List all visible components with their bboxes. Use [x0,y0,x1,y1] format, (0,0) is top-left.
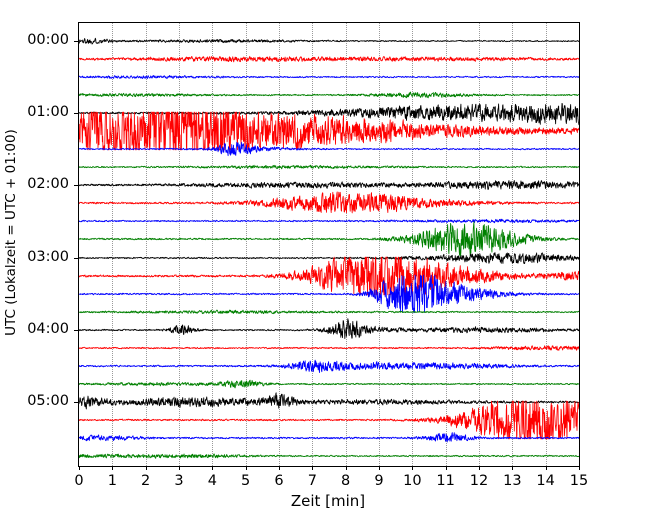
x-tick [412,466,414,470]
seismogram-trace [79,57,579,97]
x-axis-label: Zeit [min] [290,492,366,510]
y-tick-label: 05:00 [27,392,69,409]
y-tick-label: 02:00 [27,176,69,193]
x-tick [379,466,380,470]
x-tick [179,466,180,470]
x-tick [279,466,280,470]
x-tick-label: 13 [503,473,522,489]
seismogram-trace [79,292,579,332]
grid-line [379,23,380,466]
seismogram-trace [79,436,579,466]
seismogram-trace [79,364,579,404]
y-tick-label: 00:00 [27,32,69,48]
plot-area [79,23,579,466]
seismogram-trace [79,39,579,79]
y-tick [74,41,79,42]
x-tick-label: 12 [469,473,489,489]
x-tick [545,466,547,470]
y-tick-label: 04:00 [27,320,69,337]
seismogram-trace [79,165,579,205]
grid-line [212,23,214,466]
seismogram-trace [79,201,579,241]
seismogram-trace [79,310,579,350]
seismogram-trace [79,238,579,278]
x-tick-label: 15 [569,473,589,489]
grid-line [145,23,147,466]
seismogram-trace [79,418,579,458]
seismogram-trace [79,147,579,187]
x-tick [212,466,214,470]
x-tick-label: 9 [374,473,384,489]
x-tick-label: 3 [174,473,184,489]
y-tick-label: 03:00 [27,248,69,265]
x-tick [112,466,114,470]
y-tick [74,329,79,331]
x-tick [312,466,314,470]
x-tick-label: 2 [141,473,151,489]
seismogram-trace [79,256,579,296]
x-tick-label: 8 [341,473,351,489]
plot-axes: 0 1 2 3 4 5 6 7 8 9 10 11 12 13 14 15 00:00 01:00 02:00 03… [27,22,588,489]
grid-line [179,23,180,466]
x-tick-label: 0 [74,473,84,489]
seismogram-trace [79,111,579,151]
x-tick [445,466,447,470]
y-tick [74,113,79,115]
grid-line [112,23,114,466]
grid-line [312,23,314,466]
x-tick-label: 5 [241,473,251,489]
x-tick-label: 11 [436,473,455,489]
seismogram-trace [79,75,579,115]
seismogram-trace [79,23,579,61]
x-tick-label: 7 [307,473,317,489]
seismogram-trace [79,382,579,422]
x-tick [345,466,347,470]
seismogram-trace [79,328,579,368]
grid-line [545,23,547,466]
seismogram-trace [79,219,579,259]
seismogram-trace [79,346,579,386]
x-tick-label: 14 [536,473,555,489]
grid-line [279,23,280,466]
y-tick [74,257,79,259]
y-tick [74,185,79,187]
y-tick-label: 01:00 [27,104,69,121]
x-tick [145,466,147,470]
seismogram-trace [79,183,579,223]
x-tick-label: 1 [107,473,117,489]
x-tick [79,466,80,470]
grid-line [412,23,414,466]
x-tick [512,466,514,470]
grid-line [245,23,247,466]
x-tick-label: 6 [274,473,284,489]
x-tick [245,466,247,470]
seismogram-trace [79,274,579,314]
x-tick [479,466,480,470]
x-tick [579,466,580,470]
seismogram-trace [79,129,579,169]
y-tick [74,401,79,403]
grid-line [345,23,347,466]
x-tick-label: 4 [207,473,217,489]
seismogram-trace [79,400,579,440]
x-tick-label: 10 [403,473,422,489]
